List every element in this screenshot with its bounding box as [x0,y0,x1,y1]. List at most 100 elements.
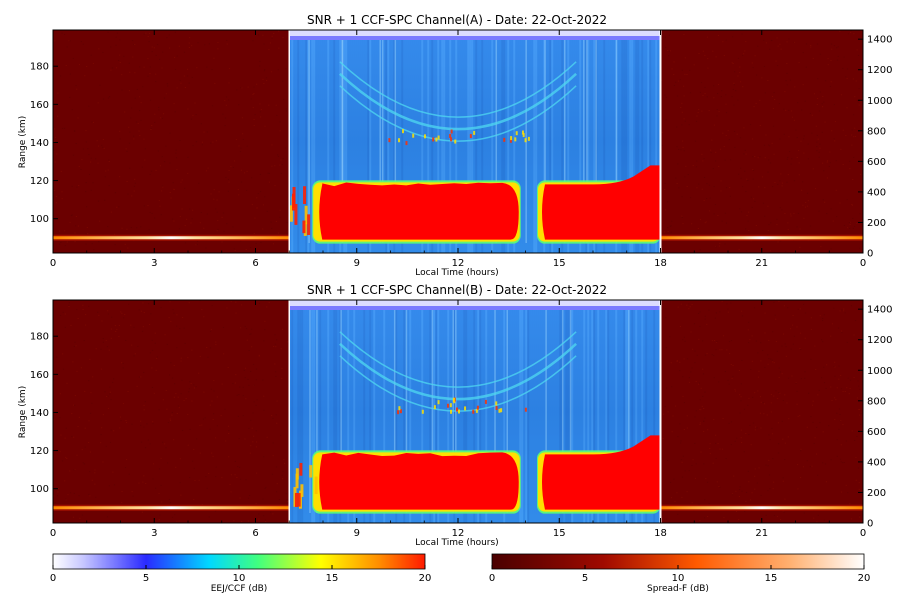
panel-a-streak [499,38,502,253]
panel-b-early-echo [294,492,298,507]
panel-b-speckle [747,342,750,344]
panel-a-speckle [161,117,164,119]
panel-a-speckle [92,121,94,123]
panel-b-streak [519,308,522,523]
panel-a-speckle [732,88,734,90]
panel-a-speckle [228,68,231,70]
panel-a-arc-point [503,137,506,142]
panel-a-speckle [166,37,168,39]
panel-b-speckle [709,443,711,445]
panel-a-speckle [198,182,200,184]
panel-b-speckle [143,426,145,428]
panel-b-speckle [686,491,688,493]
panel-a-speckle [168,34,170,36]
panel-b-speckle [704,315,706,317]
panel-a-speckle [733,82,735,84]
panel-a-streak [307,38,310,253]
panel-b-speckle [214,510,217,512]
panel-a-speckle [188,47,191,49]
panel-b-speckle [680,442,682,444]
panel-a-speckle [187,172,189,174]
panel-b-streak [377,308,380,523]
panel-a-speckle [69,221,71,223]
panel-b-speckle [688,377,691,379]
panel-a-speckle [719,148,722,150]
panel-a-arc-point [515,131,518,136]
panel-a-streak [431,38,434,253]
panel-a-speckle [722,132,724,134]
panel-a-streak [385,38,388,253]
panel-a-speckle [142,86,144,88]
panel-a-speckle [704,222,706,224]
panel-a-speckle [267,172,269,174]
panel-a-speckle [129,131,131,133]
panel-a-streak [289,38,292,253]
panel-a-speckle [668,50,670,52]
panel-b-speckle [817,474,819,476]
panel-a-speckle [676,126,678,128]
panel-a-speckle [704,86,706,88]
panel-b-streak [621,308,624,523]
panel-b-speckle [834,375,836,377]
panel-a-spread-f-region-0 [53,30,290,253]
panel-b-speckle [811,404,814,406]
panel-a-streak [383,38,386,253]
panel-b-speckle [274,363,276,365]
panel-a-speckle [88,173,91,175]
panel-a-speckle [279,121,281,123]
panel-a-heatmap [53,30,863,253]
panel-a-speckle [706,183,708,185]
panel-b-speckle [264,329,266,331]
panel-a-streak [411,38,414,253]
panel-a-speckle [178,45,180,47]
panel-a-speckle [739,167,742,169]
panel-a-speckle [754,156,756,158]
panel-a-speckle [75,225,77,227]
panel-b-y2-tick-label: 1200 [867,335,892,346]
panel-a-speckle [228,170,230,172]
panel-b-speckle [670,497,673,499]
panel-a-speckle [824,121,826,123]
panel-b-speckle [171,516,174,518]
panel-b-speckle [688,381,691,383]
panel-b-valley-arc-2 [339,355,577,412]
panel-a-speckle [797,150,800,152]
panel-b-streak [625,308,628,523]
panel-b-speckle [706,353,708,355]
panel-b: SNR + 1 CCF-SPC Channel(B) - Date: 22-Oc… [18,283,892,548]
panel-a-speckle [64,245,66,247]
panel-b-speckle [176,325,178,327]
panel-a-streak [337,38,340,253]
panel-a-speckle [664,36,666,38]
panel-b-speckle [255,502,257,504]
panel-b-bright-streak [431,310,434,513]
panel-b-speckle [719,311,721,313]
panel-b-streak [653,308,656,523]
panel-b-streak [587,308,590,523]
panel-a-speckle [91,121,93,123]
panel-a-speckle [765,134,767,136]
panel-b-speckle [125,459,128,461]
panel-a-speckle [85,243,87,245]
panel-a-speckle [675,81,677,83]
panel-a-arc-point [469,134,472,139]
panel-b-streak [355,308,358,523]
panel-a-speckle [75,215,78,217]
panel-a-spread-f-line-0 [53,236,290,240]
panel-b-speckle [764,332,766,334]
panel-a-speckle [262,228,264,230]
panel-a-speckle [720,96,722,98]
panel-a-speckle [830,60,832,62]
panel-a-streak [297,38,300,253]
panel-b-streak [465,308,468,523]
panel-a-x-tick-label: 21 [755,258,768,269]
panel-b-speckle [676,492,678,494]
panel-a-early-echo [289,205,293,222]
panel-b-streak [331,308,334,523]
panel-b-speckle [848,393,850,395]
panel-a-streak [391,38,394,253]
panel-a-streak [317,38,320,253]
panel-b-streak [467,308,470,523]
panel-b-speckle [90,392,92,394]
panel-a-speckle [759,99,761,101]
